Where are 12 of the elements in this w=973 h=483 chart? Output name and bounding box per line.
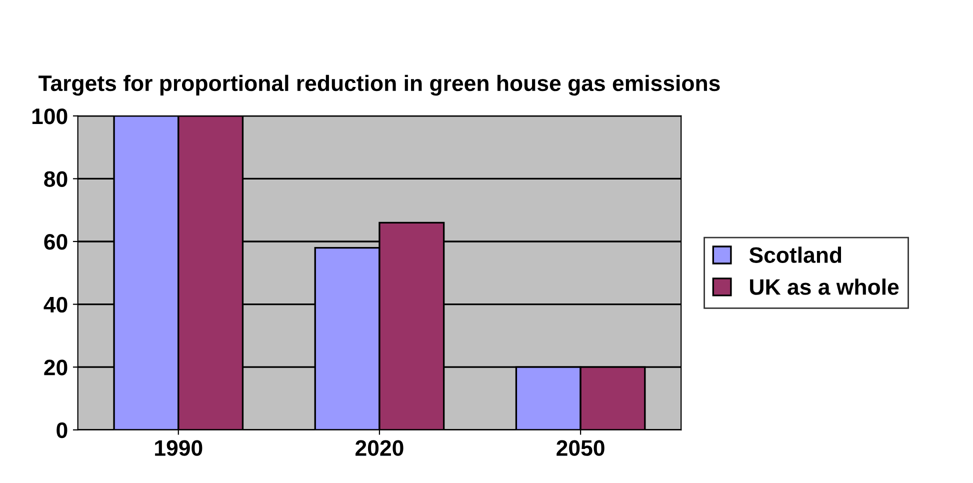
y-tick-label: 100: [32, 108, 68, 124]
y-tick-label: 0: [56, 422, 68, 438]
legend-label: UK as a whole: [750, 278, 899, 295]
legend-label: Scotland: [749, 246, 842, 263]
x-tick-label: 2020: [356, 440, 404, 456]
x-tick-label: 2050: [556, 440, 604, 456]
x-tick-label: 1990: [155, 440, 202, 456]
y-tick-label: 40: [44, 296, 68, 313]
y-tick-label: 80: [44, 171, 68, 187]
y-tick-label: 20: [44, 360, 68, 376]
chart-title: Targets for proportional reduction in green house gas emissions: [38, 74, 720, 96]
y-tick-label: 60: [44, 234, 68, 250]
